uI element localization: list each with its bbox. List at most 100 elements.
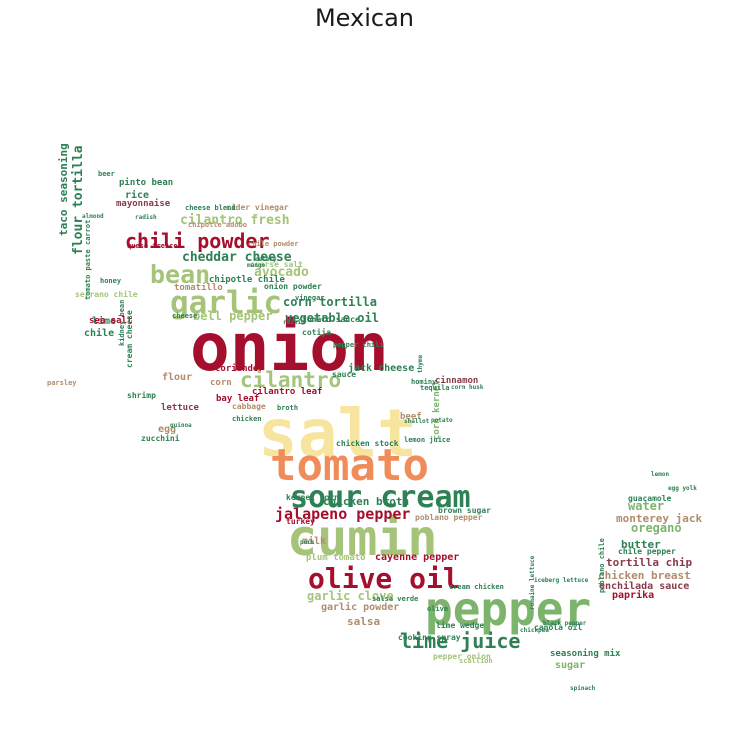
cloud-word: cayenne pepper [375, 552, 459, 563]
cloud-word: seasoning mix [550, 648, 621, 659]
cloud-word: milk [302, 535, 326, 547]
cloud-word: tomato paste [84, 249, 92, 300]
cloud-word: lime juice [400, 629, 520, 653]
cloud-word: paprika [612, 589, 654, 601]
cloud-word: cream cheese [125, 310, 134, 368]
cloud-word: black pepper [543, 620, 587, 627]
cloud-word: tortilla chip [606, 556, 692, 569]
cloud-word: olive oil [308, 562, 460, 595]
figure-title: Mexican [314, 4, 415, 32]
cloud-word: poblano pepper [415, 513, 483, 522]
cloud-word: egg [158, 424, 176, 435]
cloud-word: raisin [283, 319, 305, 326]
cloud-word: mango [247, 262, 265, 269]
cloud-word: iceberg lettuce [534, 577, 589, 584]
cloud-word: chicken [232, 415, 262, 423]
cloud-word: chicken breast [598, 569, 691, 582]
cloud-word: quinoa [170, 422, 192, 429]
cloud-word: hominy [411, 378, 437, 386]
cloud-word: kidney bean [118, 300, 126, 346]
cloud-word: broth [277, 404, 298, 412]
cloud-word: beer [98, 170, 115, 178]
cloud-word: garlic clove [307, 589, 394, 603]
cloud-word: plum tomato [306, 553, 366, 563]
cloud-word: monterey jack [616, 512, 702, 525]
cloud-word: cilantro fresh [180, 213, 290, 228]
cloud-word: serrano chile [75, 289, 138, 299]
cloud-word: rice [125, 189, 149, 201]
cloud-word: enchilada sauce [599, 580, 689, 592]
cloud-word: garlic [170, 285, 282, 321]
cloud-word: flour [162, 372, 192, 383]
cloud-word: romaine lettuce [529, 555, 536, 610]
cloud-word: lime wedge [436, 620, 484, 630]
cloud-word: cheese [172, 312, 197, 320]
cloud-word: salsa verde [372, 595, 418, 603]
cloud-word: cilantro leaf [252, 386, 322, 397]
cloud-word: corn [210, 378, 232, 388]
cloud-word: cheese blend [185, 204, 236, 212]
cloud-word: canola oil [534, 622, 582, 632]
cloud-word: almond [82, 213, 104, 220]
cloud-word: carrot [84, 220, 92, 245]
cloud-word: vegetable oil [285, 311, 379, 325]
cloud-word: brown sugar [438, 506, 491, 515]
cloud-word: corn tortilla [283, 295, 377, 309]
cloud-word: avocado [254, 265, 309, 280]
cloud-word: cider vinegar [226, 202, 289, 212]
cloud-word: queso fresco [127, 242, 178, 250]
cloud-word: pepper chili [333, 341, 384, 349]
cloud-word: tomatillo [174, 282, 223, 293]
cloud-word: butter [621, 538, 661, 551]
cloud-word: pork [300, 539, 315, 546]
cloud-word: chicken stock [336, 438, 399, 448]
cloud-word: beef [400, 412, 422, 422]
cloud-word: chile powder [248, 240, 299, 248]
cloud-word: sauce [332, 370, 356, 379]
cloud-word: chile [84, 327, 114, 339]
cloud-word: corn kernel [432, 380, 442, 440]
cloud-word: shrimp [127, 390, 156, 400]
cloud-word: oregano [631, 521, 682, 535]
cloud-word: lettuce [161, 403, 200, 413]
cloud-word: tomato [270, 440, 429, 491]
cloud-word: olive [427, 605, 448, 613]
cloud-word: potato [431, 417, 453, 424]
cloud-word: jack cheese [348, 362, 414, 374]
cloud-word: chili powder [125, 229, 270, 253]
cloud-word: celery [255, 256, 277, 263]
cloud-word: cumin [287, 509, 438, 567]
cloud-word: cheddar cheese [182, 250, 292, 265]
cloud-word: cream chicken [449, 583, 504, 591]
cloud-word: bean [150, 260, 210, 289]
cloud-word: spinach [570, 685, 596, 692]
cloud-word: thyme [417, 355, 424, 373]
cloud-word: turkey [286, 517, 315, 526]
cloud-word: bell pepper [193, 309, 272, 323]
cloud-word: cooking spray [398, 632, 461, 642]
cloud-word: kernel corn [286, 493, 339, 502]
cloud-word: cinnamon [435, 375, 478, 386]
cloud-word: pinto bean [119, 177, 173, 188]
cloud-word: pepper [425, 582, 591, 636]
cloud-word: poblano chile [598, 538, 606, 593]
cloud-word: vinegar [295, 294, 325, 302]
cloud-word: cabbage [232, 402, 266, 411]
cloud-word: corn husk [451, 384, 484, 391]
cloud-word: guacamole [628, 494, 672, 503]
cloud-word: bay leaf [216, 394, 259, 404]
cloud-word: sour cream [290, 480, 471, 515]
cloud-word: zucchini [141, 433, 180, 443]
cloud-word: coriander [215, 363, 264, 374]
cloud-word: pepper onion [433, 651, 491, 661]
cloud-word: salsa [347, 615, 380, 628]
cloud-word: parsley [47, 379, 77, 387]
cloud-word: egg yolk [668, 485, 697, 492]
cloud-word: lime [92, 315, 116, 327]
cloud-word: shallot [404, 418, 430, 425]
cloud-word: sugar [555, 660, 585, 671]
cloud-word: onion powder [264, 281, 322, 291]
cloud-word: taco seasoning [57, 143, 70, 236]
